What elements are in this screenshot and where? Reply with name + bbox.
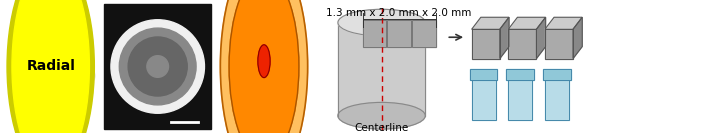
Polygon shape	[573, 17, 582, 59]
Ellipse shape	[229, 0, 299, 133]
Polygon shape	[536, 17, 546, 59]
Polygon shape	[470, 69, 498, 80]
Polygon shape	[545, 17, 582, 29]
Bar	[104, 4, 211, 129]
Polygon shape	[363, 20, 386, 47]
Polygon shape	[543, 69, 571, 80]
Ellipse shape	[119, 28, 196, 105]
Polygon shape	[545, 29, 573, 59]
Polygon shape	[472, 17, 509, 29]
Ellipse shape	[111, 20, 204, 113]
Ellipse shape	[12, 0, 89, 133]
Ellipse shape	[258, 45, 270, 78]
Polygon shape	[387, 20, 411, 47]
Ellipse shape	[220, 0, 308, 133]
Ellipse shape	[7, 0, 94, 133]
Text: Centerline: Centerline	[354, 123, 409, 133]
Polygon shape	[508, 17, 546, 29]
Polygon shape	[338, 23, 425, 116]
Ellipse shape	[147, 56, 168, 77]
Polygon shape	[412, 20, 436, 47]
Text: Radial: Radial	[26, 59, 75, 74]
Polygon shape	[500, 17, 509, 59]
Polygon shape	[472, 80, 496, 120]
Polygon shape	[472, 29, 500, 59]
Polygon shape	[545, 80, 569, 120]
Polygon shape	[506, 69, 534, 80]
Polygon shape	[508, 29, 536, 59]
Polygon shape	[508, 80, 532, 120]
Ellipse shape	[13, 57, 95, 95]
Ellipse shape	[128, 37, 187, 96]
Ellipse shape	[338, 9, 425, 36]
Text: 1.3 mm x 2.0 mm x 2.0 mm: 1.3 mm x 2.0 mm x 2.0 mm	[327, 8, 472, 18]
Ellipse shape	[338, 102, 425, 129]
